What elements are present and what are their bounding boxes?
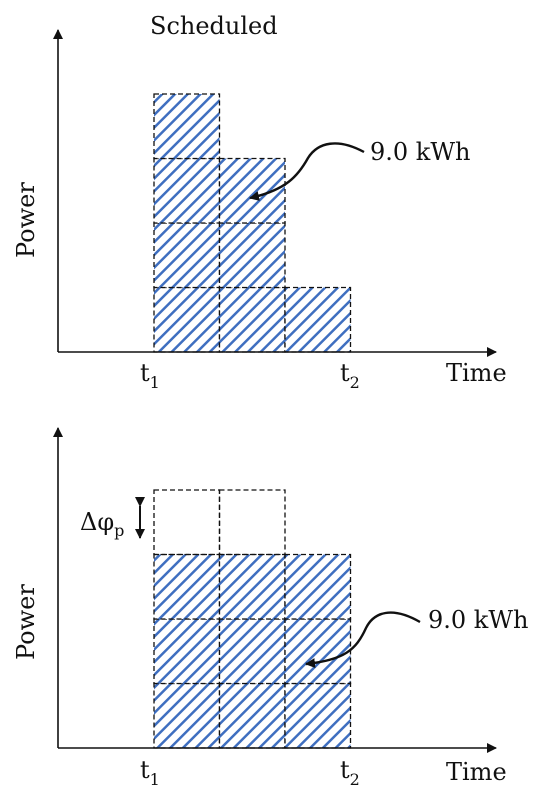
bottom-energy-block bbox=[284, 682, 352, 749]
top-tick-t1: t1 bbox=[140, 359, 160, 392]
bottom-panel: Power Time t1 t2 Δφp 9.0 kWh bbox=[12, 427, 528, 789]
bottom-energy-block bbox=[153, 682, 221, 749]
bottom-energy-block bbox=[284, 553, 352, 620]
top-panel: Scheduled Power Time t1 t2 9.0 kWh bbox=[12, 12, 507, 392]
bottom-y-axis-label: Power bbox=[12, 584, 40, 660]
bottom-energy-pointer-arrow bbox=[305, 611, 421, 669]
top-y-axis-label: Power bbox=[12, 182, 40, 258]
bottom-energy-block bbox=[218, 682, 286, 749]
bottom-removed-block bbox=[218, 489, 286, 556]
bottom-energy-block bbox=[218, 553, 286, 620]
top-energy-block bbox=[218, 286, 286, 353]
bottom-energy-block bbox=[284, 618, 352, 685]
top-energy-pointer-arrow bbox=[249, 142, 365, 201]
bottom-blocks bbox=[153, 489, 352, 749]
bottom-energy-block bbox=[153, 553, 221, 620]
delta-phi-label: Δφp bbox=[80, 508, 124, 540]
top-energy-block bbox=[284, 286, 352, 353]
top-energy-block bbox=[218, 222, 286, 289]
top-blocks bbox=[153, 93, 352, 353]
top-energy-block bbox=[153, 93, 221, 160]
bottom-tick-t2: t2 bbox=[340, 756, 360, 789]
top-x-axis-label: Time bbox=[446, 359, 507, 387]
bottom-tick-t1: t1 bbox=[140, 756, 160, 789]
bottom-energy-label: 9.0 kWh bbox=[428, 606, 528, 634]
top-tick-t2: t2 bbox=[340, 359, 360, 392]
top-energy-block bbox=[153, 286, 221, 353]
bottom-x-axis-label: Time bbox=[446, 758, 507, 786]
bottom-energy-block bbox=[218, 618, 286, 685]
bottom-energy-block bbox=[153, 618, 221, 685]
top-panel-title: Scheduled bbox=[150, 12, 278, 40]
top-energy-block bbox=[153, 222, 221, 289]
top-energy-label: 9.0 kWh bbox=[370, 138, 470, 166]
top-energy-block bbox=[153, 157, 221, 224]
bottom-removed-block bbox=[153, 489, 221, 556]
